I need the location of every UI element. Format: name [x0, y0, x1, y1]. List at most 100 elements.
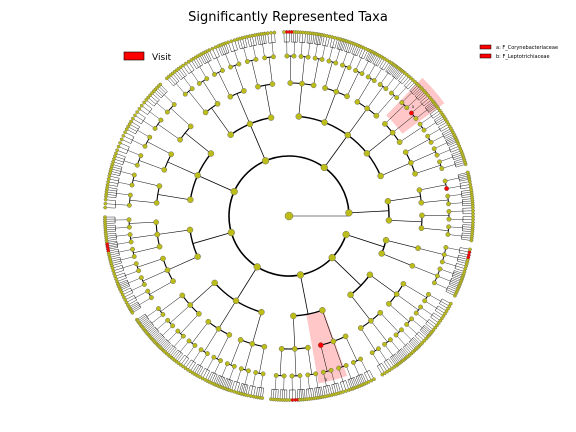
tree-node-402	[141, 282, 147, 287]
tree-edge	[324, 61, 333, 89]
tree-node-290	[164, 109, 170, 115]
tree-node-146	[321, 119, 328, 126]
tree-node-114	[373, 112, 380, 119]
leaf-node-297	[142, 100, 146, 105]
group-legend: Visit	[123, 51, 172, 63]
tree-node-4	[445, 232, 451, 237]
tree-edge	[293, 315, 296, 349]
leaf-node-240	[229, 39, 234, 44]
tree-edge	[218, 72, 231, 97]
tree-edge	[307, 347, 312, 375]
tree-node-212	[261, 157, 270, 165]
tree-node-214	[269, 81, 276, 87]
tree-node-661	[409, 263, 416, 269]
tree-edge	[348, 210, 389, 214]
tree-node-158	[333, 88, 340, 95]
tree-node-91	[389, 129, 396, 136]
leaf-node-251	[210, 46, 215, 51]
tree-edge	[137, 258, 164, 268]
leaf-node-346	[103, 198, 108, 202]
tree-node-147	[344, 93, 350, 100]
tree-edge	[197, 174, 235, 192]
tree-node-102	[382, 121, 388, 127]
tree-node-464	[192, 343, 198, 348]
tree-edge	[381, 253, 413, 267]
tree-node-571	[330, 338, 337, 345]
tree-node-259	[227, 131, 234, 138]
clade-legend-label-b: b: F_Leptotrichiaceae	[496, 54, 550, 60]
tree-node-483	[218, 358, 223, 364]
tree-node-490	[224, 361, 230, 367]
leaf-node-292	[148, 93, 152, 98]
tree-edge	[417, 247, 445, 255]
leaf-node-416	[130, 311, 135, 315]
tree-node-548	[305, 372, 311, 378]
tree-node-169	[322, 85, 328, 91]
tree-edge	[184, 132, 212, 154]
tree-node-159	[346, 65, 352, 71]
leaf-node-18	[471, 214, 475, 219]
tree-node-673	[437, 266, 443, 272]
leaf-node-314	[119, 137, 124, 142]
tree-node-253	[212, 72, 217, 77]
leaf-node-591	[369, 378, 374, 383]
clade-legend-swatch-a	[479, 44, 492, 50]
tree-edge	[384, 104, 405, 125]
leaf-node-313	[121, 134, 126, 138]
tree-node-115	[394, 95, 400, 101]
leaf-node-307	[129, 119, 133, 124]
tree-node-339	[127, 192, 133, 198]
tree-node-635	[409, 316, 414, 322]
tree-node-306	[147, 134, 153, 140]
clade-letter-b: b	[325, 377, 328, 382]
tree-node-458	[205, 318, 212, 325]
tree-node-203	[291, 53, 297, 59]
tree-node-630	[386, 301, 392, 307]
tree-edge	[230, 339, 241, 366]
tree-node-445	[196, 310, 202, 317]
tree-node-553	[313, 371, 319, 377]
tree-node-130	[377, 82, 383, 87]
tree-node-327	[131, 172, 137, 178]
tree-edge	[415, 164, 441, 174]
tree-node-64	[431, 146, 437, 152]
tree-node-419	[179, 292, 186, 299]
highlighted-clade-sectors	[306, 77, 445, 384]
leaf-node-217	[269, 31, 273, 35]
tree-edge	[191, 321, 209, 344]
tree-node-660	[378, 250, 385, 257]
leaf-node-592	[372, 377, 376, 381]
tree-edge	[167, 256, 198, 271]
tree-edge	[320, 345, 328, 372]
tree-node-213	[267, 114, 275, 121]
tree-edge	[399, 126, 423, 143]
tree-node-380	[131, 254, 137, 259]
tree-edge	[167, 161, 198, 176]
tree-edge	[204, 328, 219, 352]
leaf-node-216	[272, 30, 277, 35]
tree-node-583	[351, 360, 356, 365]
tree-edge	[405, 139, 430, 153]
leaf-node-647	[436, 321, 441, 325]
tree-node-650	[400, 281, 407, 287]
tree-edge	[129, 199, 157, 204]
tree-node-148	[359, 71, 365, 77]
leaf-node-522	[260, 396, 265, 400]
tree-edge	[366, 86, 384, 109]
tree-node-589	[358, 356, 363, 362]
tree-node-496	[231, 363, 237, 369]
clade-letter-a: a	[412, 104, 415, 109]
tree-node-407	[145, 288, 151, 294]
tree-node-30	[445, 193, 451, 199]
leaf-node-317	[118, 141, 122, 145]
tree-node-646	[418, 304, 423, 310]
leaf-node-17	[471, 217, 475, 222]
tree-node-108	[399, 100, 405, 105]
leaf-node-348	[103, 205, 107, 210]
tree-node-432	[187, 302, 193, 308]
tree-node-468	[215, 325, 222, 332]
tree-edge	[129, 221, 157, 224]
tree-node-680	[415, 245, 421, 251]
tree-node-526	[273, 373, 279, 378]
